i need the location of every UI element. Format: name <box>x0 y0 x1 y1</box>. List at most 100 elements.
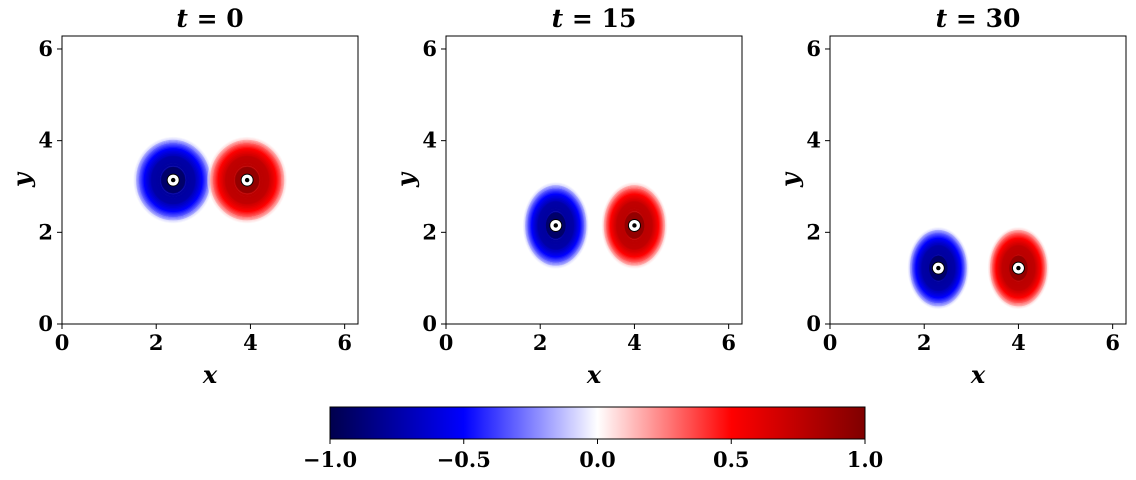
x-tick-label: 2 <box>917 330 932 355</box>
contour-line <box>602 183 667 268</box>
colorbar-tick-label: 0.0 <box>579 447 616 472</box>
colorbar-tick-label: 1.0 <box>847 447 884 472</box>
contour-line <box>604 186 665 265</box>
contour-line <box>146 150 201 210</box>
y-tick-label: 4 <box>806 128 821 153</box>
panel-2-axes: 0 2 4 6 0 2 4 6 <box>422 36 736 355</box>
vortex-positive <box>601 182 668 269</box>
contour-line <box>148 153 198 207</box>
x-tick-label: 2 <box>533 330 548 355</box>
contour-line <box>614 199 655 252</box>
panel-3-y-label: y <box>775 171 804 188</box>
contour-line <box>522 182 589 269</box>
colorbar-tick-label: −1.0 <box>303 447 357 472</box>
panel-1-plot-area <box>133 136 287 224</box>
x-tick-label: 0 <box>823 330 838 355</box>
y-tick-label: 2 <box>806 219 821 244</box>
x-tick-label: 6 <box>1105 330 1120 355</box>
contour-line <box>525 185 587 266</box>
y-tick-label: 6 <box>806 36 821 61</box>
panel-1: t = 0 0 2 4 6 0 2 4 6 x y <box>7 4 359 389</box>
vortex-positive <box>207 136 287 224</box>
contour-line <box>137 141 209 219</box>
colorbar-gradient <box>329 406 866 440</box>
colorbar: −1.0 −0.5 0.0 0.5 1.0 <box>303 406 883 472</box>
contour-line <box>136 139 211 221</box>
contour-line <box>910 230 967 306</box>
contour-line <box>605 187 664 264</box>
panel-2-title: t = 15 <box>552 4 637 33</box>
contour-line <box>988 227 1049 309</box>
panel-3: t = 30 0 2 4 6 0 2 4 6 x y <box>775 4 1127 389</box>
contour-line <box>911 231 966 305</box>
x-tick-label: 6 <box>721 330 736 355</box>
contour-line <box>535 199 577 252</box>
y-tick-label: 4 <box>422 128 437 153</box>
panel-2-plot-area <box>522 182 668 269</box>
y-tick-label: 4 <box>38 128 53 153</box>
contour-line <box>147 152 199 208</box>
panel-1-title: t = 0 <box>176 4 243 33</box>
contour-line <box>991 231 1046 305</box>
y-tick-label: 0 <box>422 311 437 336</box>
contour-line <box>603 185 666 266</box>
y-tick-label: 2 <box>422 219 437 244</box>
contour-line <box>989 229 1047 307</box>
panel-3-axes: 0 2 4 6 0 2 4 6 <box>806 36 1120 355</box>
panel-1-frame <box>61 35 359 325</box>
contour-line <box>601 182 668 269</box>
x-tick-label: 0 <box>439 330 454 355</box>
panel-1-y-label: y <box>7 171 36 188</box>
contour-line <box>208 137 287 223</box>
contour-line <box>207 136 287 224</box>
contour-line <box>220 150 275 210</box>
x-tick-label: 4 <box>1011 330 1026 355</box>
vortex-negative <box>907 227 969 310</box>
contour-line <box>908 227 969 309</box>
y-tick-label: 0 <box>806 311 821 336</box>
panel-2-x-label: x <box>586 360 602 389</box>
vortex-negative <box>133 136 213 224</box>
contour-line <box>221 152 273 208</box>
contour-line <box>144 149 202 211</box>
contour-line <box>525 186 586 265</box>
contour-line <box>218 149 276 211</box>
y-tick-label: 0 <box>38 311 53 336</box>
vortex-center-dot <box>1016 265 1021 271</box>
contour-line <box>987 227 1050 310</box>
vortex-positive <box>987 227 1050 310</box>
vortex-center-dot <box>553 223 558 228</box>
contour-line <box>210 140 284 220</box>
contour-line <box>523 183 588 268</box>
contour-line <box>524 184 588 267</box>
colorbar-ticks: −1.0 −0.5 0.0 0.5 1.0 <box>303 439 883 472</box>
vortex-center-dot <box>170 177 176 183</box>
vortex-center-dot <box>632 223 637 228</box>
panel-3-x-label: x <box>970 360 986 389</box>
panel-1-x-label: x <box>202 360 218 389</box>
vortex-negative <box>522 182 589 269</box>
contour-line <box>209 139 285 221</box>
contour-line <box>211 141 283 219</box>
colorbar-tick-label: −0.5 <box>437 447 491 472</box>
panel-1-axes: 0 2 4 6 0 2 4 6 <box>38 36 352 355</box>
x-tick-label: 6 <box>337 330 352 355</box>
panel-3-title: t = 30 <box>936 4 1021 33</box>
panel-2-frame <box>445 35 743 325</box>
vortex-center-dot <box>936 265 941 271</box>
panel-2-y-label: y <box>391 171 420 188</box>
y-tick-label: 6 <box>422 36 437 61</box>
colorbar-tick-label: 0.5 <box>713 447 750 472</box>
y-tick-label: 2 <box>38 219 53 244</box>
contour-line <box>909 229 967 307</box>
vortex-center-dot <box>244 177 250 183</box>
panel-3-frame <box>829 35 1127 325</box>
contour-line <box>526 187 585 264</box>
x-tick-label: 4 <box>243 330 258 355</box>
panel-3-plot-area <box>907 227 1050 310</box>
contour-line <box>989 228 1048 308</box>
x-tick-label: 4 <box>627 330 642 355</box>
y-tick-label: 6 <box>38 36 53 61</box>
contour-line <box>602 184 666 267</box>
